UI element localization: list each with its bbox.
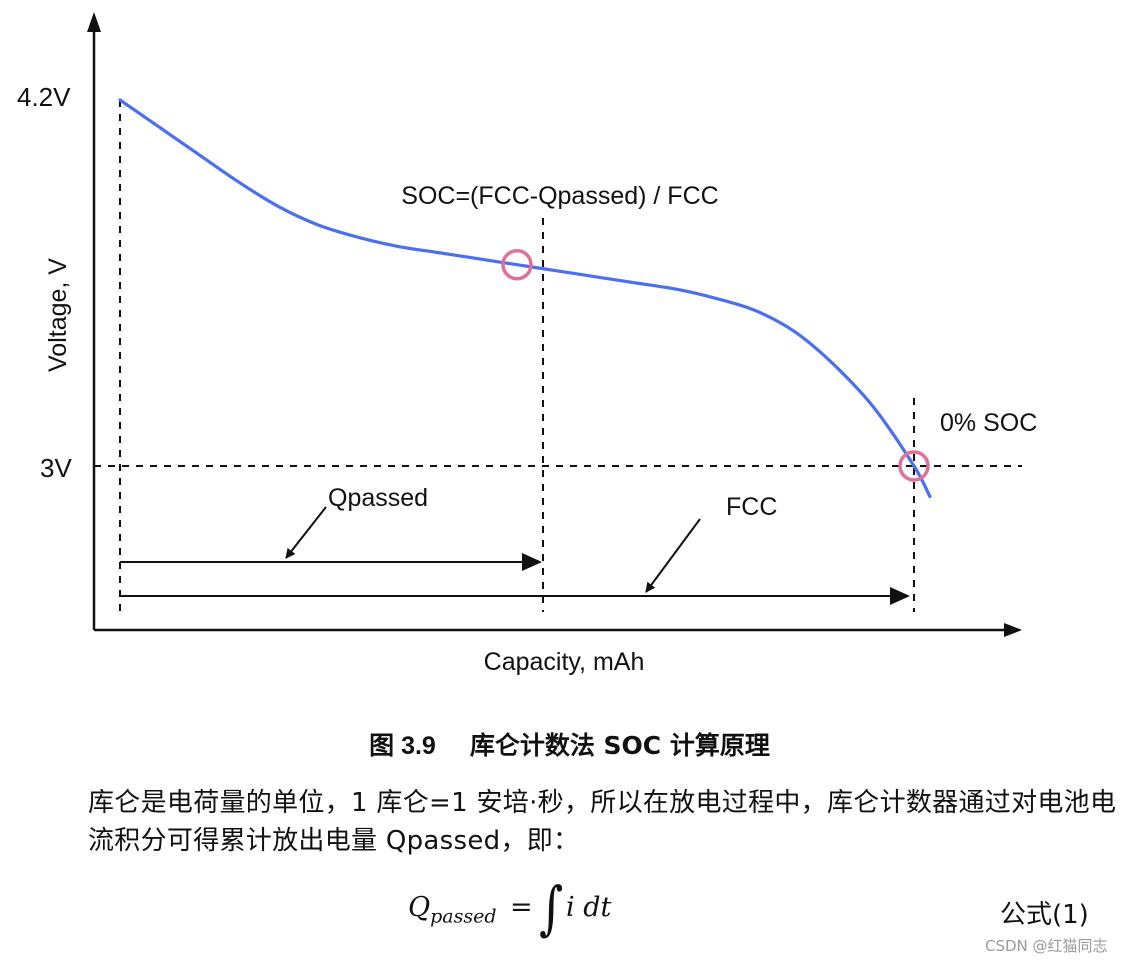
figure-title: 库仑计数法 SOC 计算原理 <box>469 731 770 760</box>
y-tick-3v: 3V <box>40 453 72 483</box>
qpassed-pointer <box>285 506 327 559</box>
formula: Qpassed = ∫ i dt <box>408 874 648 948</box>
discharge-curve <box>118 98 932 499</box>
integral-sign: ∫ <box>539 874 564 942</box>
zero-soc-annotation: 0% SOC <box>940 409 1037 437</box>
formula-lhs: Qpassed <box>408 892 497 928</box>
soc-formula-annotation: SOC=(FCC-Qpassed) / FCC <box>401 182 718 210</box>
body-paragraph: 库仑是电荷量的单位，1 库仑=1 安培·秒，所以在放电过程中，库仑计数器通过对电… <box>88 788 1117 856</box>
equation-number: 公式(1) <box>1000 900 1089 930</box>
formula-rhs: i dt <box>566 892 612 923</box>
fcc-arrowhead <box>890 587 910 605</box>
figure-number: 图 3.9 <box>369 732 436 760</box>
end-point-marker <box>898 450 930 482</box>
mid-point-marker <box>501 248 533 281</box>
formula-subscript: passed <box>430 905 497 928</box>
figure-caption: 图 3.9 库仑计数法 SOC 计算原理 <box>0 726 1139 762</box>
qpassed-label: Qpassed <box>328 484 428 512</box>
y-tick-4-2v: 4.2V <box>17 82 71 112</box>
y-axis-arrowhead <box>87 12 101 32</box>
qpassed-arrowhead <box>522 553 542 571</box>
watermark: CSDN @红猫同志 <box>985 937 1108 955</box>
formula-equals: = <box>510 892 533 923</box>
x-axis-arrowhead <box>1004 623 1022 637</box>
fcc-label: FCC <box>726 493 777 521</box>
y-axis-label: Voltage, V <box>44 258 72 372</box>
x-axis-label: Capacity, mAh <box>484 648 645 676</box>
soc-figure: 4.2V 3V Voltage, V Capacity, mAh SOC=(FC… <box>17 12 1037 676</box>
fcc-pointer <box>645 518 701 593</box>
